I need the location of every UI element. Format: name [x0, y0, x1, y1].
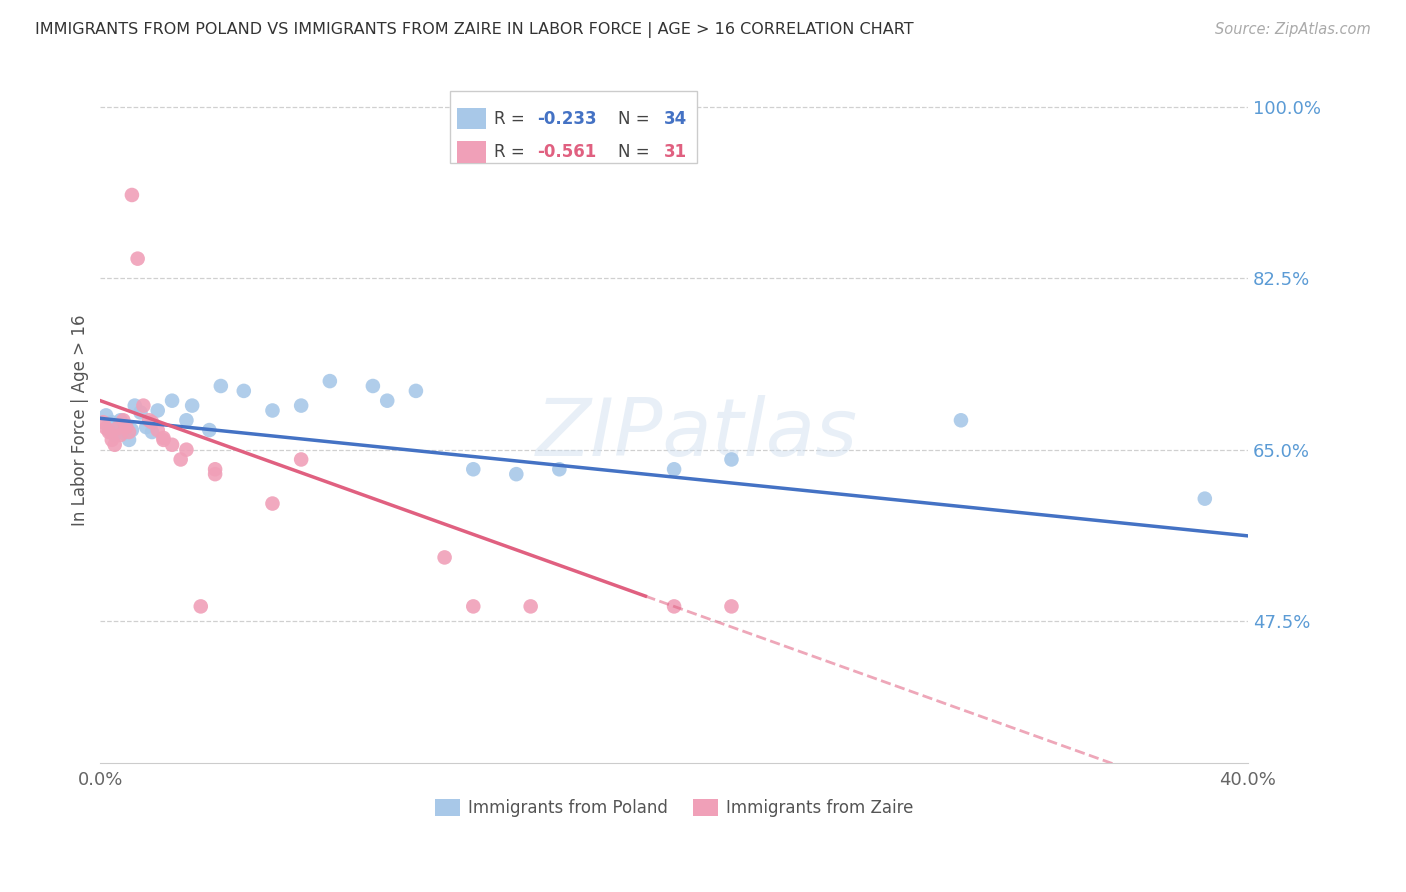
Text: N =: N = — [617, 144, 655, 161]
Point — [132, 399, 155, 413]
Point — [129, 405, 152, 419]
Text: IMMIGRANTS FROM POLAND VS IMMIGRANTS FROM ZAIRE IN LABOR FORCE | AGE > 16 CORREL: IMMIGRANTS FROM POLAND VS IMMIGRANTS FRO… — [35, 22, 914, 38]
Point — [146, 403, 169, 417]
Point — [138, 413, 160, 427]
Point — [433, 550, 456, 565]
Point — [548, 462, 571, 476]
Point — [110, 413, 132, 427]
Point — [375, 393, 398, 408]
Point — [662, 462, 685, 476]
Point — [112, 425, 135, 440]
Point — [405, 384, 427, 398]
Point — [94, 409, 117, 423]
Point — [118, 433, 141, 447]
Point — [262, 403, 284, 417]
Point — [720, 599, 742, 614]
Point — [176, 413, 198, 427]
Point — [124, 399, 146, 413]
Text: 34: 34 — [664, 110, 688, 128]
Point — [505, 467, 527, 482]
Point — [204, 462, 226, 476]
Point — [262, 497, 284, 511]
Point — [152, 431, 174, 445]
Point — [463, 462, 485, 476]
Point — [720, 452, 742, 467]
Point — [519, 599, 541, 614]
Point — [463, 599, 485, 614]
Point — [181, 399, 204, 413]
Point — [152, 433, 174, 447]
Point — [160, 393, 183, 408]
Point — [94, 421, 117, 435]
Text: -0.561: -0.561 — [537, 144, 596, 161]
Point — [160, 438, 183, 452]
Text: -0.233: -0.233 — [537, 110, 598, 128]
Point — [204, 467, 226, 482]
Point — [101, 433, 124, 447]
Point — [110, 428, 132, 442]
Point — [121, 188, 143, 202]
Point — [127, 252, 149, 266]
Point — [107, 421, 129, 435]
Point — [104, 438, 127, 452]
Point — [146, 423, 169, 437]
Point — [118, 425, 141, 439]
Point — [115, 420, 138, 434]
Text: R =: R = — [494, 144, 530, 161]
Point — [290, 399, 312, 413]
Point — [107, 421, 129, 435]
Point — [361, 379, 384, 393]
Bar — [457, 141, 486, 163]
Y-axis label: In Labor Force | Age > 16: In Labor Force | Age > 16 — [72, 315, 89, 526]
Point — [1194, 491, 1216, 506]
FancyBboxPatch shape — [450, 91, 697, 163]
Point — [319, 374, 342, 388]
Point — [141, 415, 163, 429]
Point — [176, 442, 198, 457]
Point — [97, 425, 120, 439]
Point — [135, 420, 157, 434]
Point — [91, 415, 114, 429]
Point — [170, 452, 193, 467]
Bar — [457, 108, 486, 129]
Point — [121, 423, 143, 437]
Point — [232, 384, 254, 398]
Text: R =: R = — [494, 110, 530, 128]
Point — [198, 423, 221, 437]
Point — [141, 425, 163, 439]
Point — [97, 423, 120, 437]
Text: 31: 31 — [664, 144, 688, 161]
Point — [949, 413, 972, 427]
Point — [112, 413, 135, 427]
Point — [662, 599, 685, 614]
Legend: Immigrants from Poland, Immigrants from Zaire: Immigrants from Poland, Immigrants from … — [427, 792, 920, 823]
Text: Source: ZipAtlas.com: Source: ZipAtlas.com — [1215, 22, 1371, 37]
Point — [209, 379, 232, 393]
Text: N =: N = — [617, 110, 655, 128]
Point — [290, 452, 312, 467]
Text: ZIPatlas: ZIPatlas — [536, 395, 858, 473]
Point — [115, 420, 138, 434]
Point — [104, 428, 127, 442]
Point — [190, 599, 212, 614]
Point — [101, 415, 124, 429]
